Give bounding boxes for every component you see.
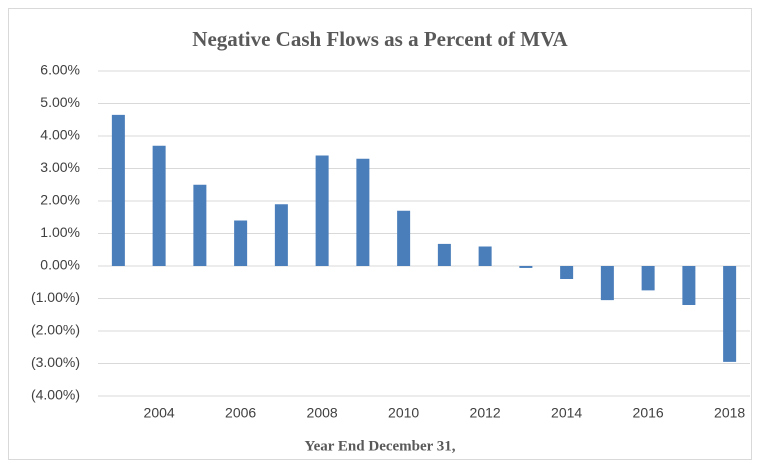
y-tick-label: (2.00%) [31, 322, 80, 338]
y-tick-label: (3.00%) [31, 354, 80, 370]
x-tick-label: 2018 [714, 405, 745, 421]
x-tick-label: 2008 [307, 405, 338, 421]
bar [274, 204, 288, 266]
x-tick-label: 2010 [388, 405, 419, 421]
y-tick-label: 4.00% [40, 127, 80, 143]
bar [600, 266, 614, 301]
y-tick-label: (4.00%) [31, 387, 80, 403]
bar [641, 266, 655, 291]
y-tick-label: 6.00% [40, 62, 80, 78]
bar [152, 145, 166, 266]
chart-title: Negative Cash Flows as a Percent of MVA [192, 27, 568, 51]
bar [315, 155, 329, 266]
x-tick-label: 2006 [225, 405, 256, 421]
x-axis-title: Year End December 31, [304, 438, 455, 454]
x-tick-label: 2004 [144, 405, 175, 421]
bar [682, 266, 696, 305]
bar [519, 266, 533, 268]
y-tick-label: (1.00%) [31, 289, 80, 305]
x-tick-label: 2016 [633, 405, 664, 421]
y-tick-label: 3.00% [40, 159, 80, 175]
bar [111, 114, 125, 266]
bar [437, 243, 451, 266]
y-tick-label: 2.00% [40, 192, 80, 208]
x-tick-label: 2012 [470, 405, 501, 421]
bar [193, 184, 207, 266]
bar [478, 246, 492, 266]
bar [397, 210, 411, 266]
bar [723, 266, 737, 362]
bar [560, 266, 574, 279]
y-tick-label: 5.00% [40, 94, 80, 110]
bar [356, 158, 370, 266]
y-tick-label: 0.00% [40, 257, 80, 273]
y-tick-label: 1.00% [40, 224, 80, 240]
x-tick-label: 2014 [551, 405, 582, 421]
bar [234, 220, 248, 266]
